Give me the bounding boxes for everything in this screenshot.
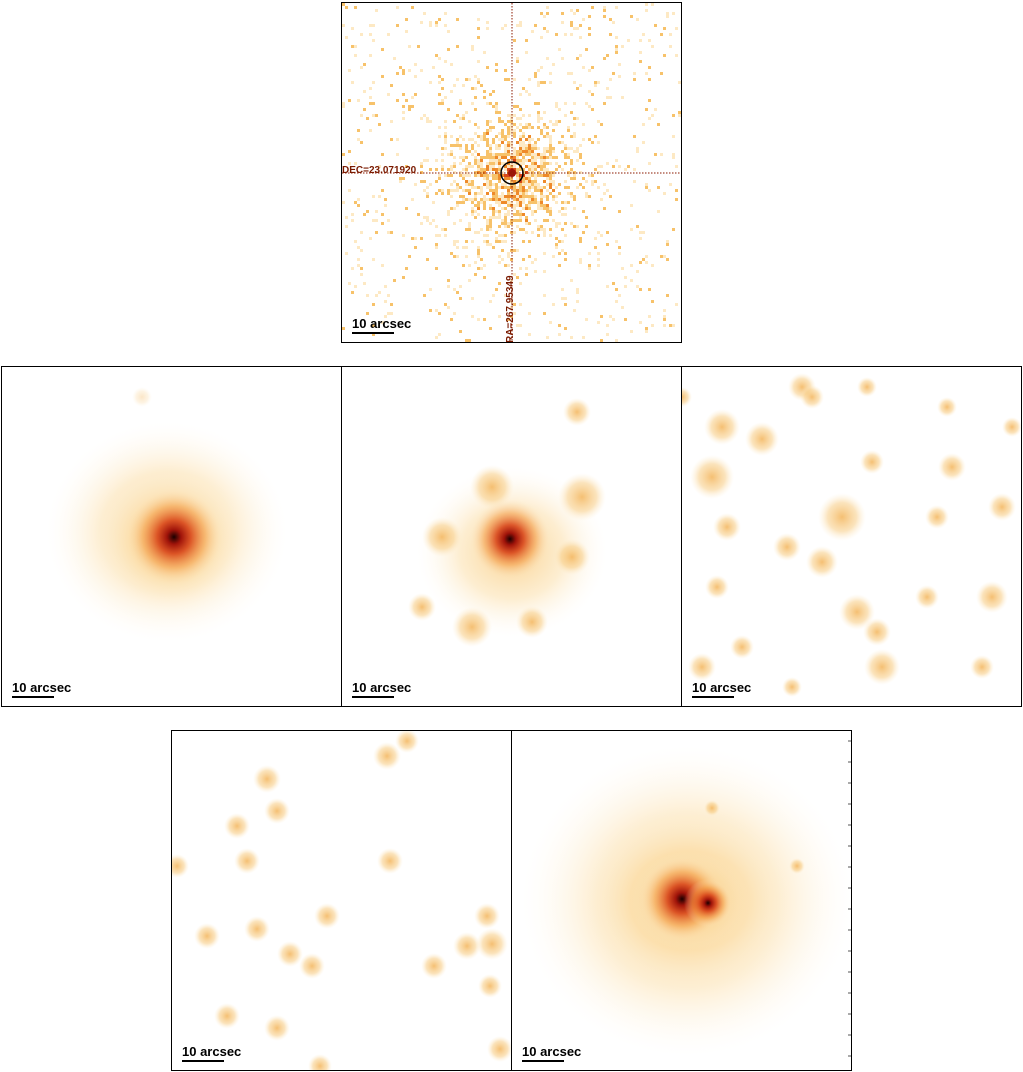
panel-smoothed-3: 10 arcsec: [681, 366, 1022, 707]
dec-label: DEC=23.071920: [342, 165, 417, 176]
scale-bar-line: [182, 1060, 224, 1062]
scale-bar: 10 arcsec: [352, 317, 411, 334]
scale-bar-line: [522, 1060, 564, 1062]
scale-bar-label: 10 arcsec: [352, 680, 412, 695]
smoothed-image-2: [408, 398, 607, 647]
panel-smoothed-2: 10 arcsec: [341, 366, 682, 707]
scale-bar-label: 10 arcsec: [692, 680, 752, 695]
scale-bar: 10 arcsec: [352, 681, 411, 698]
scale-bar-label: 10 arcsec: [12, 680, 72, 695]
panel-raw-counts: DEC=23.071920 RA=267.95349 10 arcsec: [341, 2, 682, 343]
smoothed-image-3: [682, 373, 1021, 697]
panel-smoothed-4: 10 arcsec: [171, 730, 512, 1071]
scale-bar-label: 10 arcsec: [352, 316, 412, 331]
raw-counts-image: [342, 3, 681, 342]
scale-bar: 10 arcsec: [182, 1045, 241, 1062]
ra-label: RA=267.95349: [505, 275, 516, 343]
smoothed-image-5: [522, 740, 851, 1057]
scale-bar-line: [352, 696, 394, 698]
panel-smoothed-1: 10 arcsec: [1, 366, 342, 707]
smoothed-image-4: [172, 731, 511, 1070]
scale-bar: 10 arcsec: [12, 681, 71, 698]
scale-bar-line: [692, 696, 734, 698]
scale-bar-label: 10 arcsec: [182, 1044, 242, 1059]
scale-bar: 10 arcsec: [692, 681, 751, 698]
scale-bar: 10 arcsec: [522, 1045, 581, 1062]
smoothed-image-1: [47, 387, 287, 642]
scale-bar-line: [12, 696, 54, 698]
panel-smoothed-5: 10 arcsec: [511, 730, 852, 1071]
scale-bar-line: [352, 332, 394, 334]
scale-bar-label: 10 arcsec: [522, 1044, 582, 1059]
